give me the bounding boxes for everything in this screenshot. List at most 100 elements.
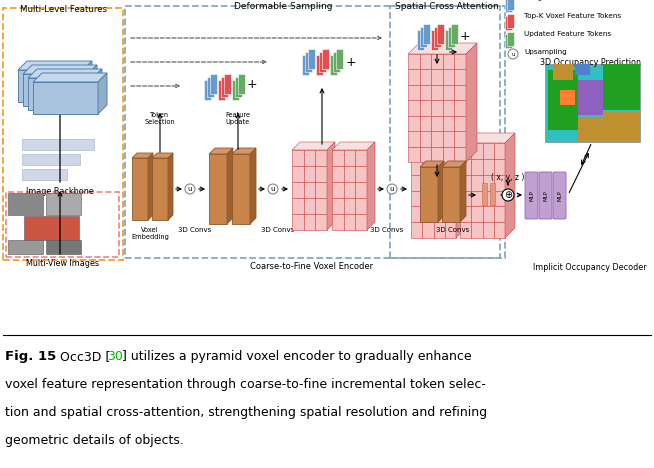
Bar bbox=[472, 159, 483, 175]
Circle shape bbox=[268, 184, 278, 194]
Polygon shape bbox=[220, 77, 228, 97]
Bar bbox=[28, 78, 93, 110]
FancyBboxPatch shape bbox=[539, 172, 552, 219]
Text: +: + bbox=[460, 30, 471, 44]
Text: Multi-View Images: Multi-View Images bbox=[27, 259, 99, 268]
Bar bbox=[292, 166, 303, 182]
Bar bbox=[46, 240, 81, 254]
Polygon shape bbox=[430, 30, 438, 50]
Bar bbox=[434, 190, 445, 206]
Bar bbox=[315, 166, 327, 182]
Bar bbox=[332, 214, 343, 230]
Polygon shape bbox=[436, 24, 443, 44]
Bar bbox=[483, 175, 494, 190]
Polygon shape bbox=[18, 61, 92, 70]
Bar bbox=[303, 198, 315, 214]
Bar bbox=[445, 190, 456, 206]
Polygon shape bbox=[322, 49, 328, 69]
Bar bbox=[422, 143, 434, 159]
Polygon shape bbox=[88, 65, 97, 106]
Polygon shape bbox=[250, 148, 256, 224]
Polygon shape bbox=[168, 153, 173, 220]
Polygon shape bbox=[460, 161, 466, 222]
Bar bbox=[343, 182, 355, 198]
Polygon shape bbox=[505, 133, 515, 238]
Bar bbox=[460, 159, 472, 175]
Bar bbox=[445, 159, 456, 175]
Bar bbox=[315, 198, 327, 214]
Bar bbox=[209, 154, 227, 224]
Polygon shape bbox=[232, 80, 239, 100]
Bar bbox=[408, 146, 420, 162]
Bar bbox=[303, 166, 315, 182]
Bar bbox=[420, 100, 431, 116]
Polygon shape bbox=[307, 49, 315, 69]
Bar bbox=[411, 143, 422, 159]
Bar bbox=[315, 214, 327, 230]
Polygon shape bbox=[456, 133, 466, 238]
Polygon shape bbox=[466, 43, 477, 162]
Bar bbox=[472, 222, 483, 238]
Circle shape bbox=[508, 49, 518, 59]
Bar bbox=[455, 100, 466, 116]
Bar bbox=[434, 206, 445, 222]
Polygon shape bbox=[451, 24, 458, 44]
Circle shape bbox=[502, 189, 514, 201]
Bar bbox=[445, 175, 456, 190]
Bar bbox=[420, 131, 431, 146]
Polygon shape bbox=[23, 65, 97, 74]
Bar bbox=[578, 80, 603, 115]
Bar bbox=[420, 54, 431, 69]
Bar bbox=[494, 190, 505, 206]
Bar bbox=[411, 206, 422, 222]
Text: ] utilizes a pyramid voxel encoder to gradually enhance: ] utilizes a pyramid voxel encoder to gr… bbox=[122, 350, 472, 363]
Bar bbox=[420, 116, 431, 131]
FancyBboxPatch shape bbox=[553, 172, 566, 219]
Text: Image Feature Tokens: Image Feature Tokens bbox=[524, 0, 603, 1]
Bar bbox=[455, 69, 466, 85]
Polygon shape bbox=[301, 55, 309, 75]
Bar bbox=[472, 190, 483, 206]
Text: 30: 30 bbox=[107, 350, 123, 363]
Text: u: u bbox=[188, 186, 192, 192]
Bar bbox=[292, 150, 303, 166]
Polygon shape bbox=[504, 34, 511, 48]
Bar bbox=[292, 198, 303, 214]
Bar bbox=[455, 131, 466, 146]
Polygon shape bbox=[506, 32, 513, 46]
Bar bbox=[434, 143, 445, 159]
Circle shape bbox=[387, 184, 397, 194]
Polygon shape bbox=[438, 161, 444, 222]
Polygon shape bbox=[98, 73, 107, 114]
Text: voxel feature representation through coarse-to-fine incremental token selec-: voxel feature representation through coa… bbox=[5, 378, 486, 391]
Bar bbox=[483, 206, 494, 222]
Bar bbox=[8, 240, 43, 254]
Bar bbox=[411, 190, 422, 206]
Bar bbox=[303, 214, 315, 230]
Bar bbox=[408, 100, 420, 116]
Polygon shape bbox=[315, 55, 322, 75]
Bar bbox=[343, 198, 355, 214]
Bar bbox=[472, 206, 483, 222]
Bar bbox=[445, 206, 456, 222]
Text: Spatial Cross Attention: Spatial Cross Attention bbox=[395, 2, 499, 11]
Bar bbox=[443, 100, 455, 116]
Bar bbox=[33, 82, 98, 114]
Bar bbox=[355, 150, 367, 166]
Bar bbox=[575, 64, 590, 75]
Polygon shape bbox=[419, 27, 426, 47]
Bar bbox=[343, 166, 355, 182]
Bar bbox=[408, 116, 420, 131]
Bar bbox=[494, 222, 505, 238]
Bar bbox=[472, 175, 483, 190]
Bar bbox=[494, 206, 505, 222]
Bar bbox=[603, 112, 640, 142]
Polygon shape bbox=[417, 30, 424, 50]
Bar bbox=[411, 222, 422, 238]
Bar bbox=[332, 182, 343, 198]
Bar bbox=[460, 206, 472, 222]
Bar bbox=[23, 74, 88, 106]
Polygon shape bbox=[434, 27, 441, 47]
Bar bbox=[420, 85, 431, 100]
Bar bbox=[560, 90, 575, 105]
